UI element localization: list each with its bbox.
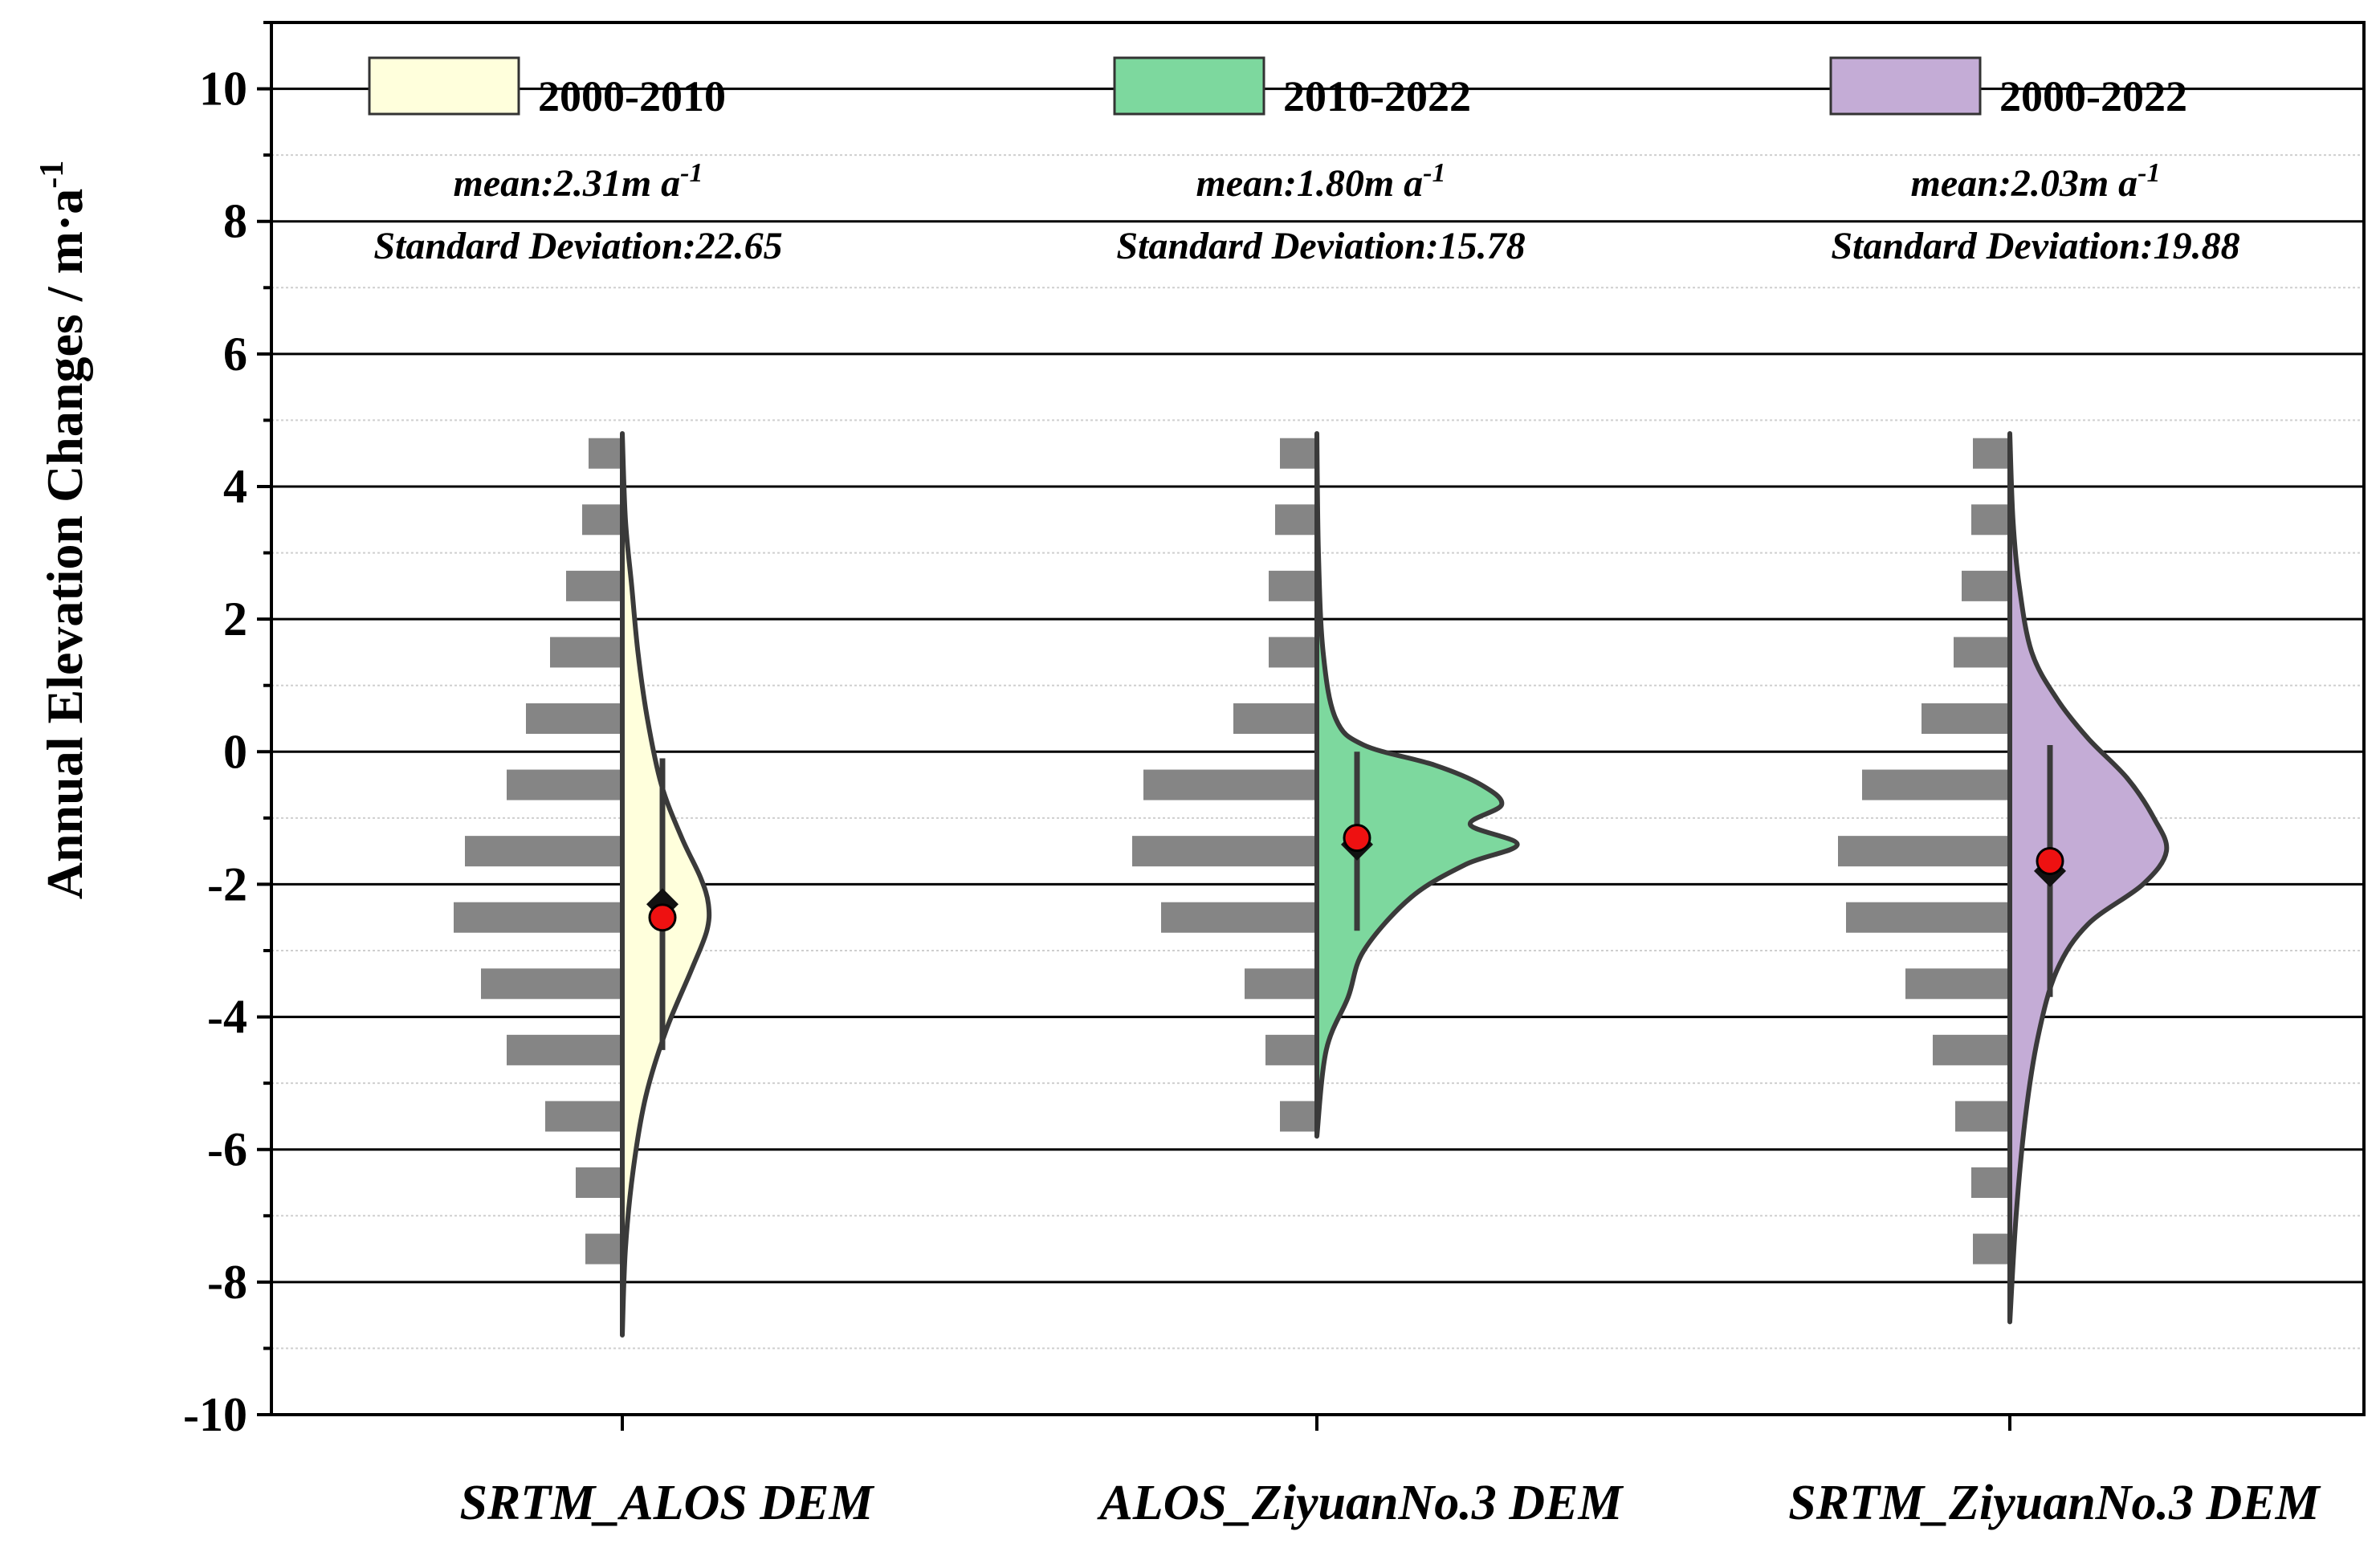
histogram-bar [507,769,622,800]
histogram-bar [550,637,622,668]
histogram-bar [1962,570,2010,601]
std-dev-label: Standard Deviation:15.78 [1116,225,1525,267]
violins [620,430,2170,1338]
x-axis-categories: SRTM_ALOS DEM ALOS_ZiyuanNo.3 DEM SRTM_Ziy… [459,1415,2321,1530]
y-axis-title-main: Annual Elevation Changes / m·a [36,189,93,900]
y-tick-label: 8 [223,195,247,248]
histogram-bar [1143,769,1317,800]
mean-label-sup: -1 [2138,158,2160,188]
violin-body [1314,430,1520,1139]
histogram-bar [1275,504,1317,536]
histogram-bar [454,902,622,933]
histogram-bar [1838,836,2010,867]
legend-label: 2000-2022 [1999,72,2187,120]
violin-body [2007,430,2170,1325]
histogram-bar [465,836,622,867]
histogram-bar [507,1034,622,1065]
histogram-bar [1280,438,1317,469]
legend-swatch [1113,56,1265,116]
histogram-bar [582,504,622,536]
y-axis-title: Annual Elevation Changes / m·a-1 [34,161,93,900]
mean-marker [2036,847,2064,876]
histogram-bar [1846,902,2010,933]
y-tick-label: 0 [223,725,247,778]
y-tick-label: -2 [207,857,247,910]
mean-marker [648,903,677,932]
histogram-bar [526,703,622,734]
category-label: SRTM_ALOS DEM [459,1476,874,1530]
histogram-bar [1933,1034,2010,1065]
histogram-bar [1905,968,2010,1000]
mean-label-text: mean:2.31m a [454,162,681,205]
histogram-bar [545,1101,622,1132]
mean-label: mean:1.80m a-1 [1196,158,1446,205]
mean-marker [1343,824,1371,853]
histogram-bar [1955,1101,2010,1132]
box-whiskers [646,745,2066,1050]
histogram-bar [1265,1034,1317,1065]
category-label: SRTM_ZiyuanNo.3 DEM [1788,1476,2321,1530]
mean-label-text: mean:1.80m a [1196,162,1424,205]
violin-body [620,430,712,1338]
legend-swatch [1829,56,1982,116]
histogram-bar [1161,902,1317,933]
y-tick-label: 6 [223,328,247,381]
y-tick-label: -10 [183,1388,247,1441]
histogram-bar [1269,637,1317,668]
y-tick-label: 10 [199,63,247,116]
std-dev-label: Standard Deviation:22.65 [373,225,782,267]
mean-label: mean:2.03m a-1 [1911,158,2161,205]
mean-label: mean:2.31m a-1 [454,158,703,205]
histogram-bar [576,1167,622,1198]
legend-label: 2000-2010 [538,72,726,120]
histogram-bar [1954,637,2010,668]
histogram-bar [1973,438,2010,469]
y-tick-label: 2 [223,593,247,646]
histograms [454,438,2010,1265]
mean-label-text: mean:2.03m a [1911,162,2138,205]
histogram-bar [1132,836,1317,867]
histogram-bar [1973,1233,2010,1265]
histogram-bar [1245,968,1317,1000]
y-tick-label: 4 [223,460,247,513]
histogram-bar [1233,703,1317,734]
mean-label-sup: -1 [680,158,703,188]
histogram-bar [481,968,622,1000]
histogram-bar [1922,703,2010,734]
histogram-bar [1862,769,2010,800]
y-tick-label: -8 [207,1256,247,1309]
histogram-bar [589,438,622,469]
y-axis: -10 -8 -6 -4 -2 0 2 4 6 8 10 [183,21,271,1441]
y-axis-title-sup: -1 [34,161,71,189]
histogram-bar [1269,570,1317,601]
histogram-bar [566,570,622,601]
y-tick-label: -4 [207,991,247,1044]
category-label: ALOS_ZiyuanNo.3 DEM [1096,1476,1624,1530]
histogram-bar [585,1233,622,1265]
histogram-bar [1971,1167,2010,1198]
histogram-bar [1280,1101,1317,1132]
legend-label: 2010-2022 [1283,72,1471,120]
legend-swatch [368,56,520,116]
histogram-bar [1971,504,2010,536]
y-tick-label: -6 [207,1123,247,1176]
mean-label-sup: -1 [1423,158,1445,188]
std-dev-label: Standard Deviation:19.88 [1831,225,2239,267]
